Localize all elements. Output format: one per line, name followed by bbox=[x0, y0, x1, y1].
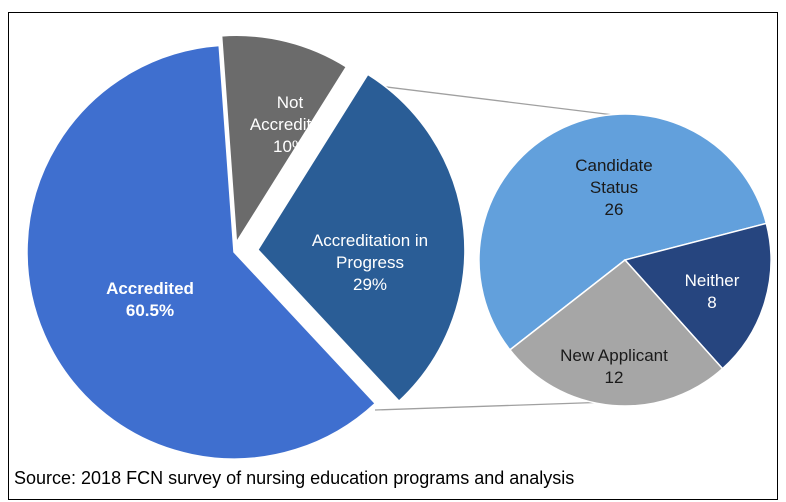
pie-slice bbox=[508, 258, 724, 407]
pie-slice bbox=[478, 113, 768, 351]
label-text: 10% bbox=[272, 137, 308, 156]
frame bbox=[8, 12, 778, 500]
data-label: New Applicant 12 bbox=[559, 345, 669, 389]
label-text: Candidate Status bbox=[575, 156, 653, 197]
data-label: Accredited 60.5% bbox=[106, 278, 194, 322]
pie-slice bbox=[26, 44, 377, 460]
label-text: 26 bbox=[604, 200, 624, 219]
connector-line bbox=[361, 83, 623, 117]
pie-slice bbox=[623, 222, 772, 370]
data-label: Neither 8 bbox=[667, 270, 757, 314]
data-label: Accreditation in Progress 29% bbox=[290, 230, 450, 296]
data-label: Candidate Status 26 bbox=[559, 155, 669, 221]
label-text: Accredited bbox=[106, 279, 194, 298]
label-text: 8 bbox=[707, 293, 717, 312]
data-label: Not Accredited 10% bbox=[245, 92, 335, 158]
label-text: Accreditation in Progress bbox=[311, 231, 429, 272]
source-note: Source: 2018 FCN survey of nursing educa… bbox=[14, 468, 575, 488]
label-text: 60.5% bbox=[125, 301, 175, 320]
pie-slice bbox=[220, 34, 348, 245]
label-text: Not Accredited bbox=[249, 93, 331, 134]
label-text: 12 bbox=[604, 368, 624, 387]
label-text: Neither bbox=[684, 271, 740, 290]
label-text: New Applicant bbox=[560, 346, 668, 365]
pie-slice bbox=[256, 73, 466, 403]
label-text: 29% bbox=[352, 275, 388, 294]
connector-line bbox=[374, 401, 611, 411]
